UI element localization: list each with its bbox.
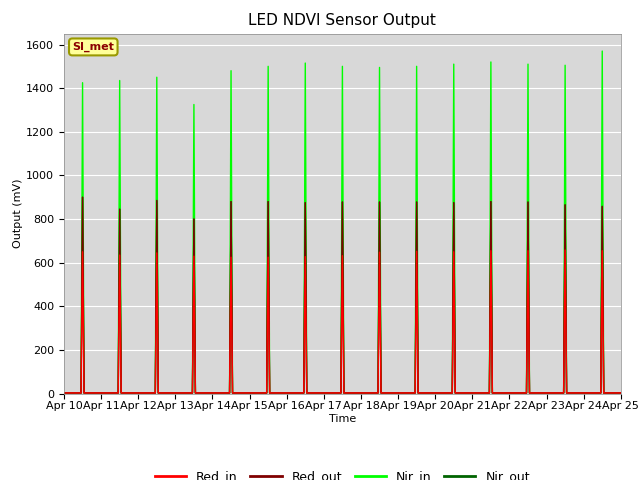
Red_out [376,199,383,205]
Red_in [374,390,382,396]
Line: Nir_in: Nir_in [64,51,621,393]
Nir_in [228,390,236,396]
Nir_out [263,390,271,396]
Nir_out [79,194,86,200]
Red_out [303,390,310,396]
Nir_out [376,199,383,205]
Title: LED NDVI Sensor Output: LED NDVI Sensor Output [248,13,436,28]
Legend: Red_in, Red_out, Nir_in, Nir_out: Red_in, Red_out, Nir_in, Nir_out [150,465,535,480]
Nir_in [60,390,68,396]
Red_out [189,390,196,396]
Red_in [561,247,569,253]
Nir_out [303,390,310,396]
Nir_in [263,390,271,396]
Nir_out [617,390,625,396]
Nir_in [300,390,308,396]
Red_out [263,390,271,396]
Red_out [60,390,68,396]
Line: Nir_out: Nir_out [64,197,621,393]
Red_in [228,390,236,396]
Red_in [60,390,68,396]
Red_out [79,194,86,200]
Nir_in [598,48,606,54]
X-axis label: Time: Time [329,414,356,424]
Red_in [617,390,625,396]
Red_in [154,390,162,396]
Nir_out [300,390,308,396]
Line: Red_out: Red_out [64,197,621,393]
Red_out [300,390,308,396]
Y-axis label: Output (mV): Output (mV) [13,179,24,248]
Red_in [301,254,309,260]
Red_out [263,390,271,396]
Red_in [263,390,271,396]
Nir_in [301,60,309,66]
Text: SI_met: SI_met [72,42,114,52]
Nir_in [154,390,162,396]
Nir_out [60,390,68,396]
Line: Red_in: Red_in [64,250,621,393]
Nir_out [263,390,271,396]
Red_out [617,390,625,396]
Nir_in [374,390,382,396]
Red_in [300,390,308,396]
Nir_out [189,390,196,396]
Nir_in [617,390,625,396]
